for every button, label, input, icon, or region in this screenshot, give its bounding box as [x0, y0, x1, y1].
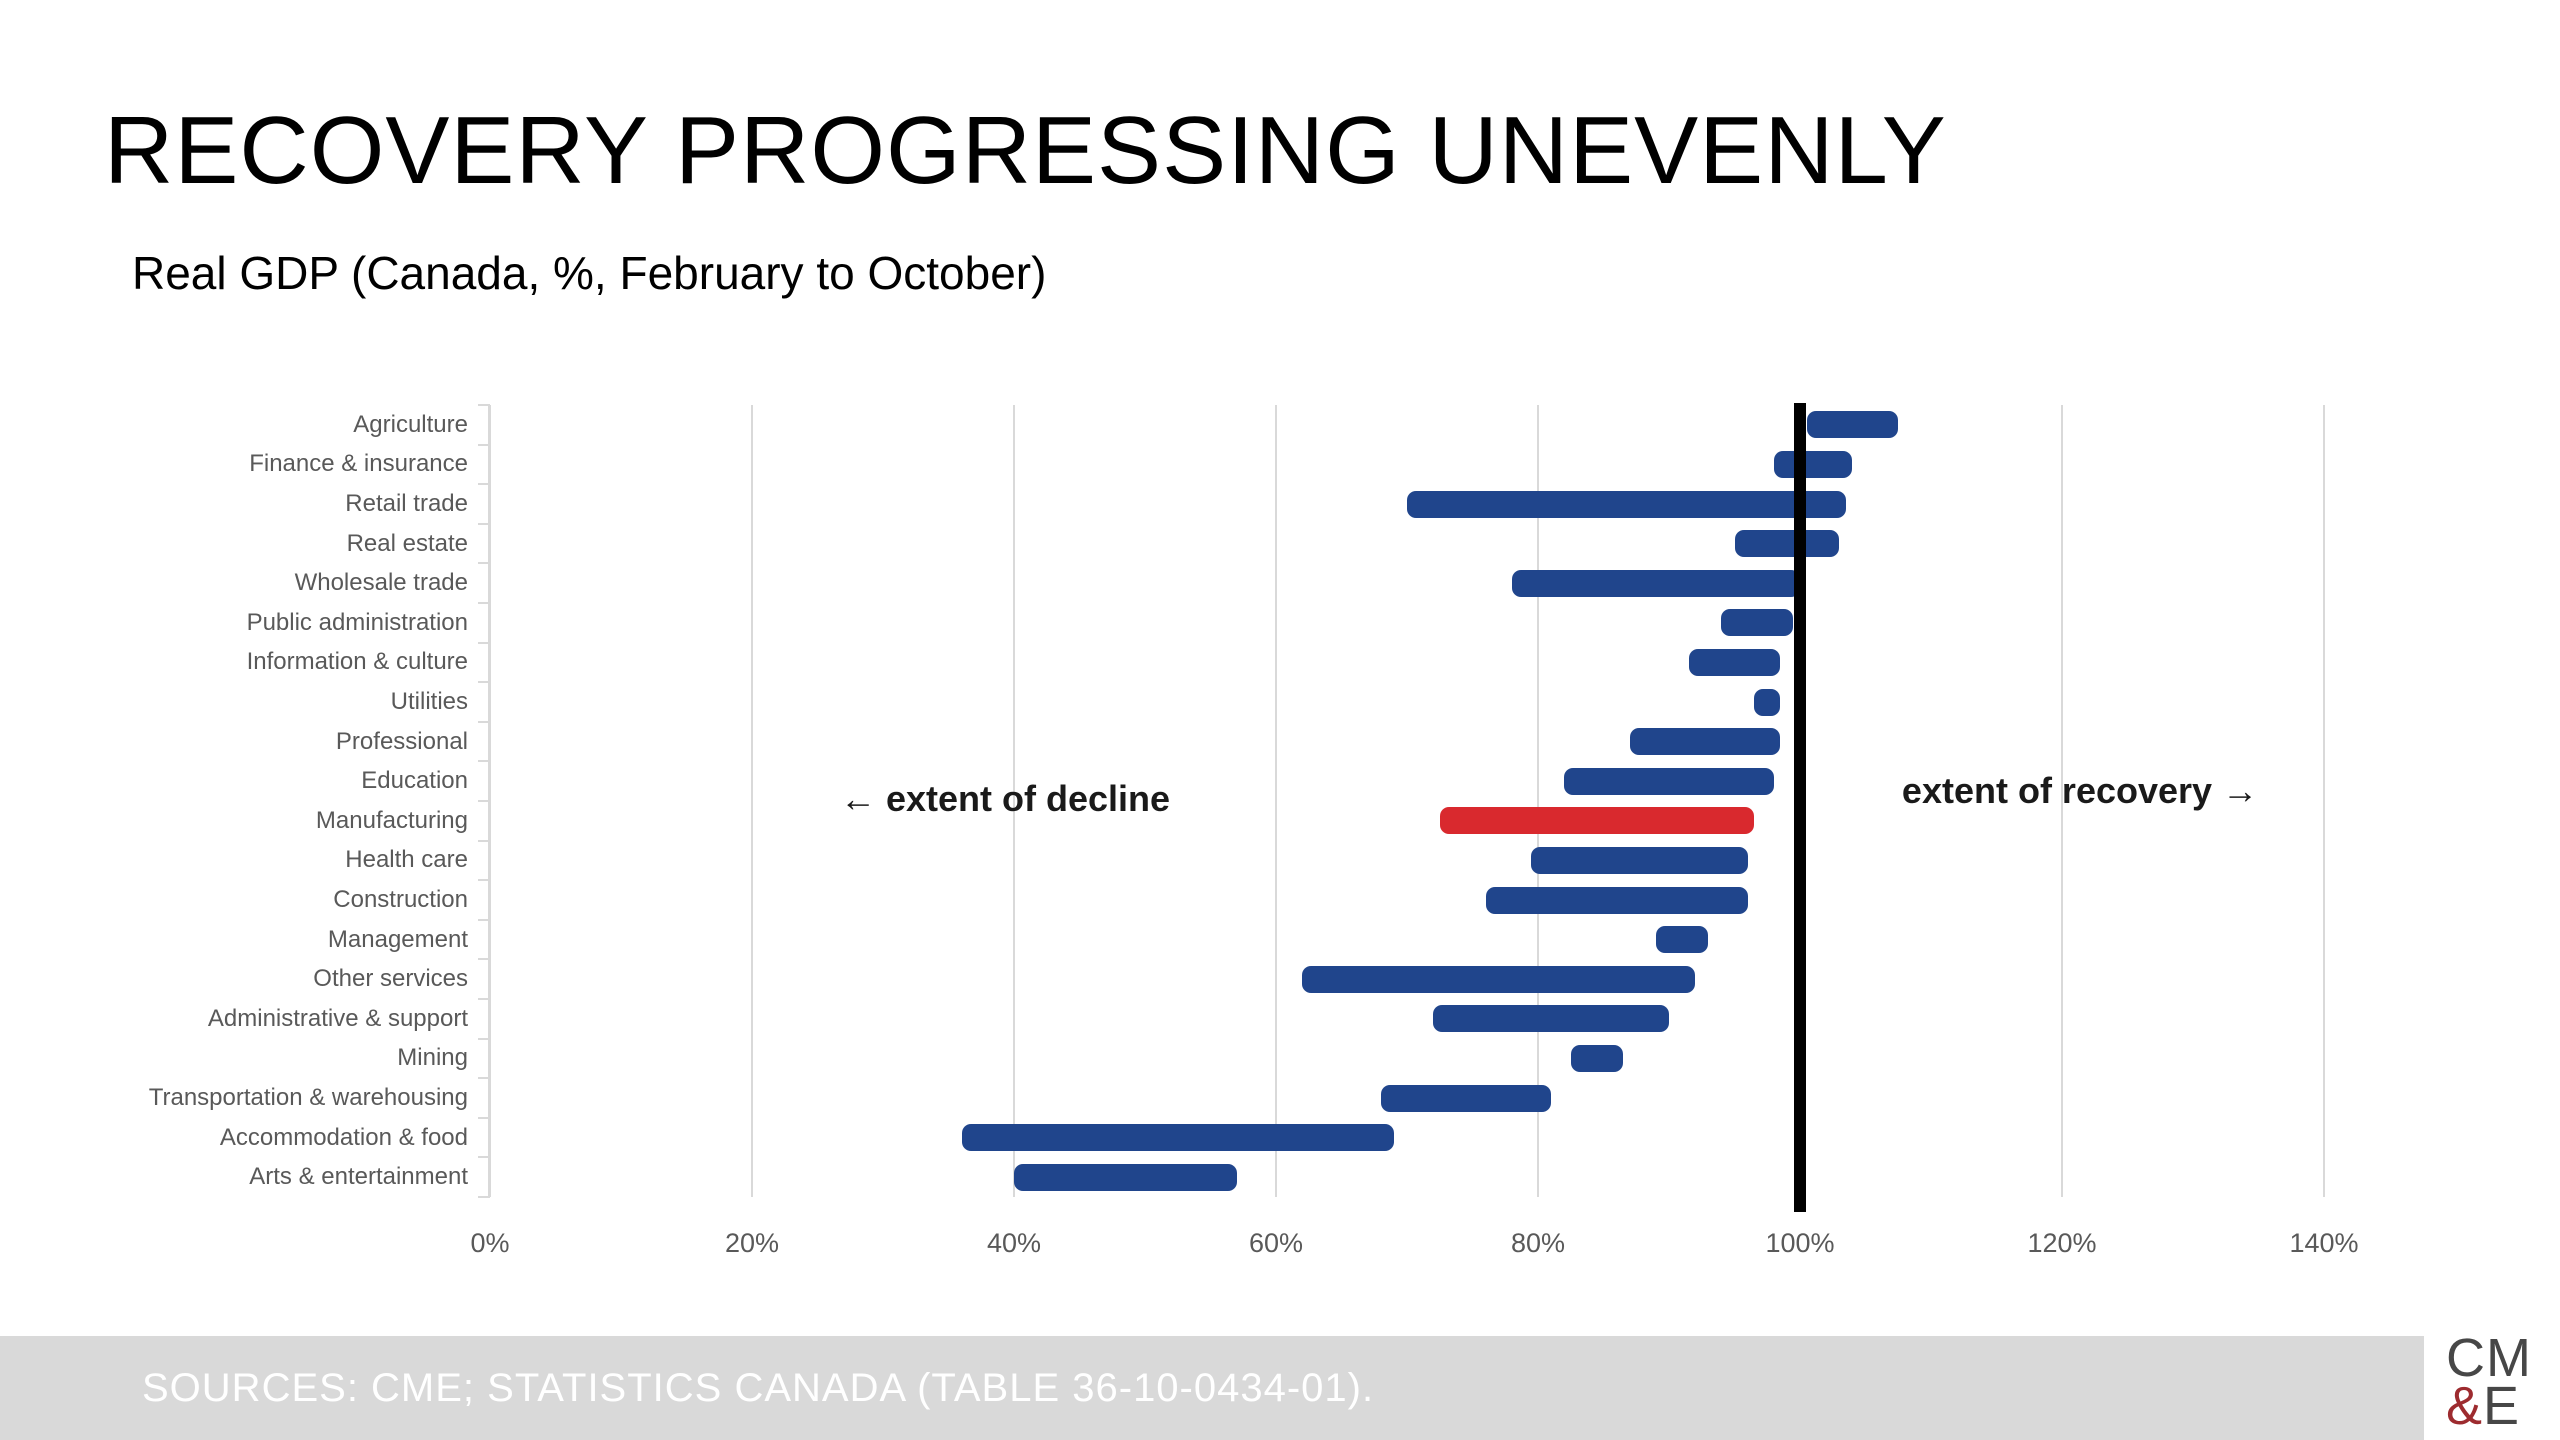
- reference-line-100pct: [1794, 403, 1806, 1212]
- x-tick-label-60pct: 60%: [1248, 1228, 1304, 1258]
- gridline-0pct: [489, 405, 491, 1197]
- category-label-management: Management: [327, 925, 468, 953]
- bar-construction: [1485, 886, 1748, 914]
- bar-education: [1564, 767, 1774, 795]
- x-tick-label-20pct: 20%: [724, 1228, 780, 1258]
- bar-health-care: [1531, 846, 1748, 874]
- bar-agriculture: [1806, 411, 1899, 439]
- x-tick-label-100pct: 100%: [1765, 1228, 1835, 1258]
- category-axis-tick: [478, 1156, 490, 1159]
- cme-logo-line1: CM: [2446, 1328, 2532, 1388]
- cme-logo-ampersand: &: [2446, 1376, 2484, 1436]
- annotation-extent-of-recovery: extent of recovery →: [1901, 770, 2259, 811]
- bar-real-estate: [1734, 530, 1840, 558]
- bar-mining: [1570, 1044, 1624, 1072]
- bar-other-services: [1302, 965, 1696, 993]
- page-title: RECOVERY PROGRESSING UNEVENLY: [104, 97, 1947, 204]
- category-axis-tick: [478, 404, 490, 406]
- category-label-transportation-warehousing: Transportation & warehousing: [148, 1084, 468, 1111]
- bar-manufacturing: [1439, 807, 1755, 835]
- category-label-professional: Professional: [335, 727, 468, 755]
- category-axis-tick: [478, 760, 490, 763]
- x-tick-label-0pct: 0%: [470, 1228, 510, 1258]
- cme-logo: CM &E: [2446, 1328, 2532, 1433]
- category-label-construction: Construction: [333, 886, 468, 913]
- bar-information-culture: [1688, 648, 1781, 676]
- annotation-extent-of-decline: ← extent of decline: [839, 778, 1171, 819]
- category-label-finance-insurance: Finance & insurance: [249, 450, 468, 478]
- category-label-health-care: Health care: [345, 846, 468, 874]
- gridline-60pct: [1275, 405, 1277, 1197]
- category-axis-tick: [478, 443, 490, 446]
- bar-retail-trade: [1407, 490, 1846, 518]
- bar-transportation-warehousing: [1380, 1084, 1552, 1112]
- gridline-20pct: [751, 405, 753, 1197]
- category-label-agriculture: Agriculture: [353, 410, 468, 438]
- category-label-mining: Mining: [397, 1044, 468, 1072]
- category-axis-tick: [478, 483, 490, 486]
- category-axis-tick: [478, 1196, 490, 1198]
- category-axis-tick: [478, 998, 490, 1000]
- category-axis-tick: [478, 839, 490, 842]
- category-axis-tick: [478, 720, 490, 723]
- category-label-administrative-support: Administrative & support: [207, 1004, 468, 1032]
- bar-management: [1655, 926, 1709, 954]
- category-axis-tick: [478, 1077, 490, 1080]
- category-label-accommodation-food: Accommodation & food: [219, 1123, 468, 1151]
- category-label-education: Education: [361, 767, 468, 795]
- bar-wholesale-trade: [1511, 569, 1800, 597]
- chart-subtitle: Real GDP (Canada, %, February to October…: [132, 247, 1047, 299]
- category-label-utilities: Utilities: [390, 688, 468, 715]
- bar-finance-insurance: [1773, 450, 1853, 478]
- gridline-120pct: [2061, 405, 2063, 1197]
- category-axis-tick: [478, 602, 490, 604]
- category-label-manufacturing: Manufacturing: [315, 806, 468, 834]
- bar-accommodation-food: [961, 1124, 1394, 1152]
- gridline-140pct: [2323, 405, 2325, 1197]
- category-axis-tick: [478, 562, 490, 565]
- category-axis-tick: [478, 800, 490, 802]
- cme-logo-e: E: [2483, 1376, 2521, 1436]
- category-axis-tick: [478, 879, 490, 882]
- category-axis-tick: [478, 522, 490, 525]
- category-label-retail-trade: Retail trade: [345, 490, 468, 517]
- sources-footer-bar: SOURCES: CME; STATISTICS CANADA (TABLE 3…: [0, 1336, 2424, 1440]
- category-label-public-administration: Public administration: [246, 608, 468, 636]
- bar-administrative-support: [1433, 1005, 1669, 1033]
- bar-public-administration: [1721, 609, 1794, 637]
- category-axis-tick: [478, 1037, 490, 1040]
- sources-text: SOURCES: CME; STATISTICS CANADA (TABLE 3…: [142, 1366, 1375, 1410]
- category-label-wholesale-trade: Wholesale trade: [294, 569, 468, 597]
- category-axis-tick: [478, 918, 490, 921]
- category-axis-tick: [478, 958, 490, 961]
- gridline-40pct: [1013, 405, 1015, 1197]
- x-tick-label-140pct: 140%: [2289, 1228, 2359, 1258]
- category-label-other-services: Other services: [313, 965, 468, 993]
- x-tick-label-80pct: 80%: [1510, 1228, 1566, 1258]
- x-tick-label-40pct: 40%: [986, 1228, 1042, 1258]
- bar-professional: [1629, 728, 1781, 756]
- category-label-real-estate: Real estate: [346, 529, 468, 557]
- bar-utilities: [1754, 688, 1781, 716]
- category-axis-tick: [478, 641, 490, 644]
- x-tick-label-120pct: 120%: [2027, 1228, 2097, 1258]
- cme-logo-line2: &E: [2446, 1379, 2532, 1433]
- bar-arts-entertainment: [1014, 1163, 1237, 1191]
- category-axis-tick: [478, 681, 490, 684]
- category-axis-tick: [478, 1116, 490, 1119]
- category-label-arts-entertainment: Arts & entertainment: [249, 1163, 468, 1191]
- gridline-80pct: [1537, 405, 1539, 1197]
- category-label-information-culture: Information & culture: [246, 648, 468, 676]
